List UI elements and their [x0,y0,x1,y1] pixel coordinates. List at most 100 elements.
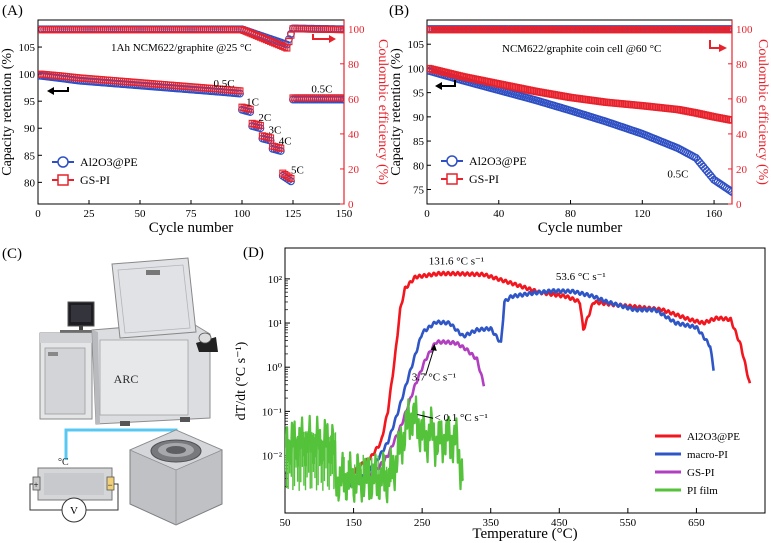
series-gs-pi-coulombic [427,26,732,34]
annotation-arrow-gs-pi [425,348,435,376]
panel-a-axis-arrows [47,34,336,95]
panel-d-plot [285,270,752,504]
x-tick-label: 25 [84,208,96,220]
legend-label: Al2O3@PE [80,155,138,169]
x-tick-label: 150 [345,517,362,529]
data-point [279,42,287,50]
y2-tick-label: 40 [736,129,748,141]
legend-label: GS-PI [80,173,110,187]
legend-marker [446,155,458,167]
calorimeter-schematic: + − °C V [29,428,224,526]
y2-tick-label: 20 [348,164,360,176]
legend-marker [446,173,458,185]
rate-label: 3C [269,125,282,137]
y2-tick-label: 20 [736,164,748,176]
battery-plus: + [33,480,38,490]
y2-tick-label: 60 [736,94,748,106]
x-tick-label: 150 [336,208,353,220]
legend-marker [57,156,69,168]
y2-tick-label: 80 [736,59,748,71]
y2-tick-label: 60 [348,94,360,106]
series-pi-film-noise [285,431,392,491]
y-tick-label: 95 [24,96,36,108]
panel-a-y-label: Capacity retention (%) [0,48,15,176]
voltmeter [61,497,87,523]
panel-c-letter: (C) [2,246,22,262]
data-point [695,158,704,167]
x-tick-label: 0 [35,208,41,220]
panel-b-x-axis: 0 40 80 120 160 [424,200,723,220]
rate-label: 2C [258,112,271,124]
x-tick-label: 550 [620,517,637,529]
panel-b-x-label: Cycle number [538,220,623,236]
annotation-peak-gs-pi: 3.7 °C s⁻¹ [412,372,456,384]
panel-d-x-axis: 50 150 250 350 450 550 650 [280,508,705,529]
data-point [340,26,344,34]
annotation-peak-macro-pi: 53.6 °C s⁻¹ [556,271,606,283]
series-gs-pi-capacity [427,64,732,124]
annotation-peak-al2o3-pe: 131.6 °C s⁻¹ [429,256,484,268]
panel-d-y-label: dT/dt (°C s⁻¹) [234,341,249,420]
y-tick-label: 90 [24,123,36,135]
panel-b-y2-label: Coulombic efficiency (%) [755,39,770,185]
legend-label: macro-PI [687,449,728,461]
data-point [726,186,732,195]
x-tick-label: 50 [135,208,147,220]
annotation-arrow-pi-film [417,414,434,419]
data-point [701,164,710,173]
panel-a-y2-label: Coulombic efficiency (%) [375,39,390,185]
series-al2o3-pe-line [347,270,752,480]
y-tick-label: 80 [413,160,425,172]
y-tick-label: 75 [413,184,425,196]
arc-instrument-illustration: ARC [39,257,218,426]
y-tick-label: 80 [24,177,36,189]
x-tick-label: 125 [285,208,302,220]
series-al2o3-pe-capacity [427,66,732,196]
y-tick-label: 95 [413,88,425,100]
annotation-peak-pi-film: < 0.1 °C s⁻¹ [434,412,487,424]
data-point [246,105,254,113]
panel-a-x-label: Cycle number [149,220,234,236]
y2-tick-label: 100 [736,24,753,36]
battery-minus: − [107,480,112,490]
panel-a-y2-axis: 0 20 40 60 80 100 [340,20,365,211]
panel-a-annotation: 1Ah NCM622/graphite @25 °C [111,42,252,54]
thermocouple-label: °C [58,457,69,468]
legend-label: GS-PI [687,467,715,479]
y2-tick-label: 100 [348,24,365,36]
data-point [728,116,732,124]
data-point [697,160,706,169]
panel-a: (A) 0 25 50 75 100 125 150 80 85 90 95 100 105 0 20 4… [0,3,390,236]
y-tick-label: 10⁻¹ [262,406,282,418]
legend-label: Al2O3@PE [469,154,527,168]
rate-label: 0.5C [213,78,234,90]
x-tick-label: 250 [414,517,431,529]
panel-d-y-axis: 10⁻² 10⁻¹ 10⁰ 10¹ 10² [262,274,290,487]
y2-tick-label: 80 [348,59,360,71]
data-point [728,26,732,34]
panel-b-axis-arrows [435,40,727,90]
x-tick-label: 650 [688,517,705,529]
x-tick-label: 50 [280,517,292,529]
y-tick-label: 85 [413,136,425,148]
data-point [706,171,715,180]
arc-label: ARC [114,372,139,386]
rate-label: 1C [246,97,259,109]
panel-c: (C) ARC [2,246,224,526]
voltmeter-symbol: V [70,505,78,517]
series-gs-pi-capacity [38,70,344,183]
series-gs-pi-coulombic [38,25,344,52]
x-tick-label: 40 [493,208,505,220]
annotation-arrowhead-gs-pi [430,343,437,351]
rate-label: 5C [291,165,304,177]
y2-tick-label: 0 [736,199,742,211]
panel-a-legend: Al2O3@PE GS-PI [52,155,138,187]
panel-b: (B) 0 40 80 120 160 75 80 85 90 95 100 105 0 20 40 60… [389,3,770,236]
x-tick-label: 75 [186,208,198,220]
x-tick-label: 0 [424,208,430,220]
y-tick-label: 10⁻² [262,451,283,463]
y-tick-label: 10⁰ [267,362,283,374]
data-point [340,94,344,102]
